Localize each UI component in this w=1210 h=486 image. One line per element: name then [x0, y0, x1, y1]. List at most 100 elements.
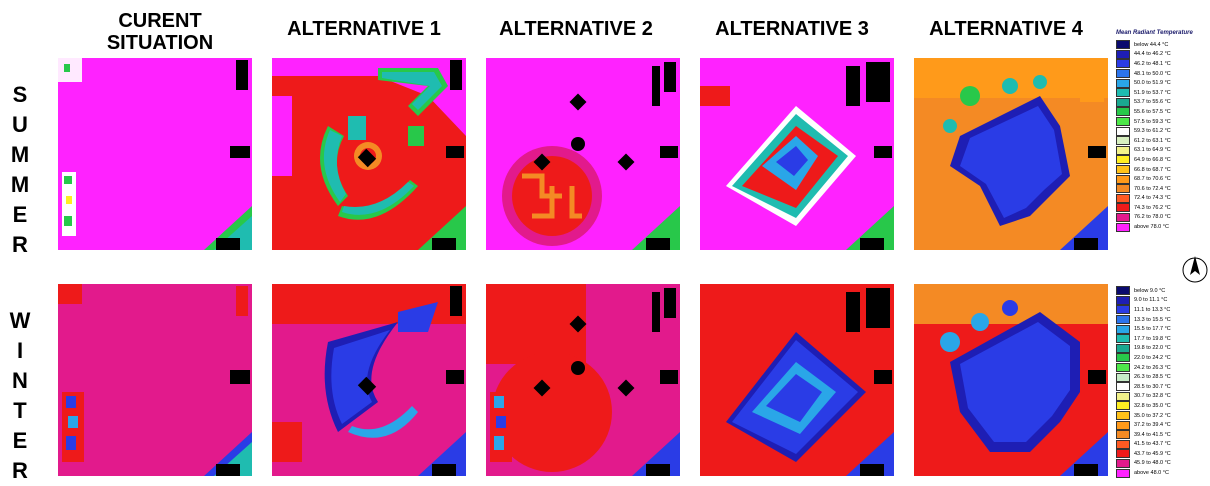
legend-item: 37.2 to 39.4 °C [1116, 420, 1208, 430]
legend-item: 45.9 to 48.0 °C [1116, 458, 1208, 469]
legend-item: 26.3 to 28.5 °C [1116, 372, 1208, 382]
legend-item: above 78.0 °C [1116, 222, 1208, 232]
legend-item: 41.5 to 43.7 °C [1116, 439, 1208, 450]
legend-swatch [1116, 401, 1130, 411]
row-letter: T [13, 398, 27, 423]
legend-label: 55.6 to 57.5 °C [1134, 108, 1171, 115]
legend-label: above 48.0 °C [1134, 470, 1169, 477]
legend-item: 68.7 to 70.6 °C [1116, 174, 1208, 184]
legend-item: 74.3 to 76.2 °C [1116, 203, 1208, 213]
legend-label: 46.2 to 48.1 °C [1134, 60, 1171, 67]
legend-item: 44.4 to 46.2 °C [1116, 49, 1208, 60]
map-winter-alt2 [482, 282, 684, 482]
legend-label: 22.0 to 24.2 °C [1134, 354, 1171, 361]
legend-item: 46.2 to 48.1 °C [1116, 59, 1208, 69]
map-summer-alt1 [268, 56, 470, 256]
legend-label: 68.7 to 70.6 °C [1134, 176, 1171, 183]
legend-swatch [1116, 78, 1130, 88]
legend-label: 45.9 to 48.0 °C [1134, 460, 1171, 467]
legend-title: Mean Radiant Temperature [1116, 30, 1193, 36]
legend-item: 15.5 to 17.7 °C [1116, 324, 1208, 334]
legend-item: 32.8 to 35.0 °C [1116, 401, 1208, 411]
legend-swatch [1116, 382, 1130, 392]
legend-label: 26.3 to 28.5 °C [1134, 374, 1171, 381]
map-summer-alt4 [910, 56, 1112, 256]
legend-item: 28.5 to 30.7 °C [1116, 382, 1208, 392]
column-title-alt3: ALTERNATIVE 3 [715, 18, 869, 40]
legend-item: 48.1 to 50.0 °C [1116, 69, 1208, 79]
legend-swatch [1116, 49, 1130, 59]
row-letter: W [9, 308, 31, 333]
map-summer-alt2 [482, 56, 684, 256]
legend-label: 76.2 to 78.0 °C [1134, 214, 1171, 221]
legend-label: 35.0 to 37.2 °C [1134, 412, 1171, 419]
legend-label: 19.8 to 22.0 °C [1134, 345, 1171, 352]
legend-item: 50.0 to 51.9 °C [1116, 78, 1208, 88]
legend-label: 41.5 to 43.7 °C [1134, 441, 1171, 448]
legend-label: 48.1 to 50.0 °C [1134, 70, 1171, 77]
map-summer-alt3 [696, 56, 898, 256]
column-title-current-line2: SITUATION [106, 32, 214, 54]
row-label-winter: W I N T E R [6, 306, 34, 486]
column-title-current-line1: CURENT [118, 10, 202, 32]
legend-swatch [1116, 439, 1130, 449]
column-title-current: CURENT SITUATION [60, 10, 260, 54]
legend-swatch [1116, 165, 1130, 175]
legend-items: below 44.4 °C 44.4 to 46.2 °C 46.2 to 48.1… [1116, 40, 1208, 232]
row-letter: R [12, 232, 28, 257]
legend-label: 66.8 to 68.7 °C [1134, 166, 1171, 173]
row-letter: M [10, 142, 30, 167]
legend-swatch [1116, 145, 1130, 155]
legend-swatch [1116, 97, 1130, 107]
map-winter-alt3 [696, 282, 898, 482]
legend-swatch [1116, 372, 1130, 382]
legend-item: 61.2 to 63.1 °C [1116, 136, 1208, 146]
legend-item: 43.7 to 45.9 °C [1116, 449, 1208, 459]
legend-label: 74.3 to 76.2 °C [1134, 204, 1171, 211]
legend-swatch [1116, 174, 1130, 184]
row-letter: E [12, 428, 28, 453]
legend-label: 37.2 to 39.4 °C [1134, 422, 1171, 429]
legend-label: 11.1 to 13.3 °C [1134, 306, 1171, 313]
legend-swatch [1116, 107, 1130, 117]
legend-item: 63.1 to 64.9 °C [1116, 145, 1208, 156]
map-winter-current [54, 282, 256, 482]
legend-label: 15.5 to 17.7 °C [1134, 326, 1171, 333]
legend-label: 43.7 to 45.9 °C [1134, 450, 1171, 457]
legend-label: 30.7 to 32.8 °C [1134, 393, 1171, 400]
legend-swatch [1116, 420, 1130, 430]
legend-swatch [1116, 184, 1130, 194]
legend-swatch [1116, 203, 1130, 213]
legend-label: 44.4 to 46.2 °C [1134, 51, 1171, 58]
legend-label: 53.7 to 55.6 °C [1134, 99, 1171, 106]
north-arrow-icon [1182, 253, 1208, 292]
legend-swatch [1116, 117, 1130, 127]
legend-swatch [1116, 193, 1130, 203]
legend-label: below 9.0 °C [1134, 287, 1166, 294]
legend-swatch [1116, 411, 1130, 421]
legend-item: 59.3 to 61.2 °C [1116, 126, 1208, 136]
legend-item: above 48.0 °C [1116, 468, 1208, 478]
column-title-alt2: ALTERNATIVE 2 [499, 18, 653, 40]
legend-swatch [1116, 324, 1130, 334]
legend-swatch [1116, 430, 1130, 440]
legend-swatch [1116, 212, 1130, 222]
row-letter: I [16, 338, 24, 363]
legend-swatch [1116, 353, 1130, 363]
legend-swatch [1116, 305, 1130, 315]
legend-label: 39.4 to 41.5 °C [1134, 431, 1171, 438]
legend-label: 70.6 to 72.4 °C [1134, 185, 1171, 192]
legend-item: 13.3 to 15.5 °C [1116, 315, 1208, 325]
legend-items: below 9.0 °C 9.0 to 11.1 °C 11.1 to 13.3 °… [1116, 286, 1208, 478]
legend-label: 61.2 to 63.1 °C [1134, 137, 1171, 144]
legend-swatch [1116, 126, 1130, 136]
legend-item: below 44.4 °C [1116, 40, 1208, 50]
legend-swatch [1116, 155, 1130, 165]
map-winter-alt1 [268, 282, 470, 482]
legend-winter: below 9.0 °C 9.0 to 11.1 °C 11.1 to 13.3 °… [1116, 286, 1208, 478]
legend-swatch [1116, 363, 1130, 373]
legend-swatch [1116, 343, 1130, 353]
legend-item: 51.9 to 53.7 °C [1116, 88, 1208, 98]
legend-item: 57.5 to 59.3 °C [1116, 117, 1208, 127]
legend-label: 32.8 to 35.0 °C [1134, 402, 1171, 409]
